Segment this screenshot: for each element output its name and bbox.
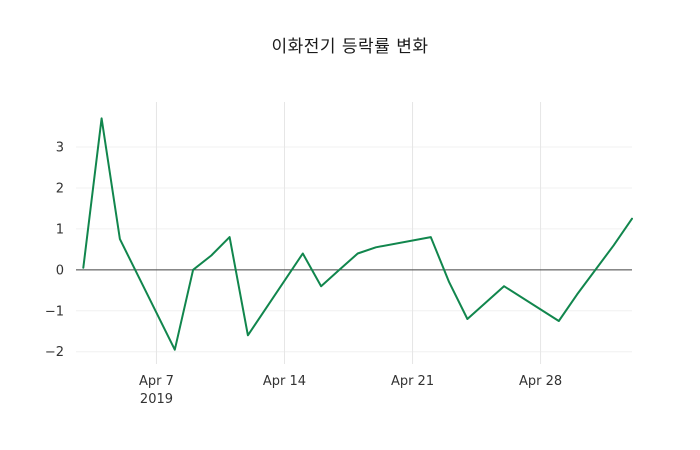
y-tick-label: 3: [56, 141, 64, 156]
x-tick-sublabel: 2019: [140, 392, 173, 407]
series-line: [82, 117, 633, 351]
x-tick-label: Apr 21: [391, 374, 434, 389]
y-tick-label: 1: [56, 222, 64, 237]
y-tick-label: −1: [45, 304, 64, 319]
x-tick-label: Apr 14: [263, 374, 306, 389]
y-tick-label: 2: [56, 181, 64, 196]
x-tick-label: Apr 7: [139, 374, 174, 389]
y-tick-label: −2: [45, 345, 64, 360]
y-tick-label: 0: [56, 263, 64, 278]
x-tick-label: Apr 28: [519, 374, 562, 389]
chart-title: 이화전기 등락률 변화: [271, 37, 429, 57]
